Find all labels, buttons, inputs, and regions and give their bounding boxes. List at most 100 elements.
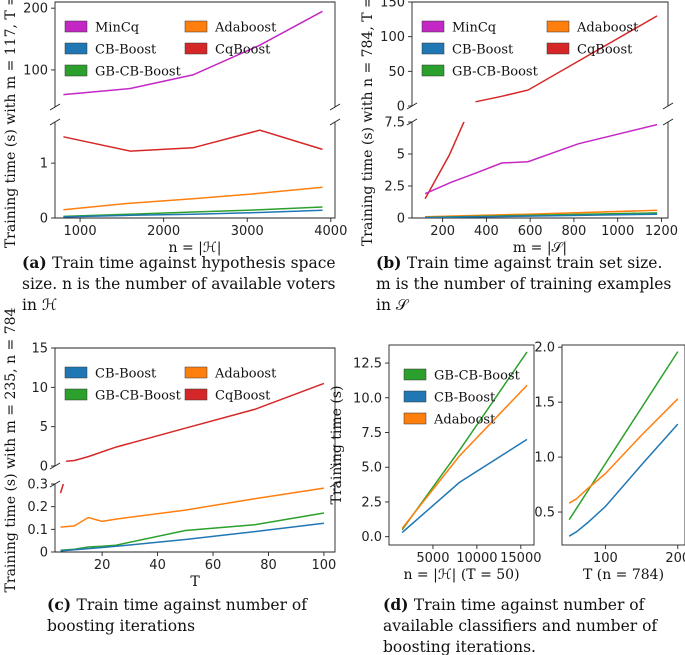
- series-line-gb-cb-boost-lower: [60, 512, 325, 551]
- x-tick-label: 200: [430, 224, 455, 239]
- upper-panel: [475, 15, 658, 103]
- legend-label-adaboost: Adaboost: [576, 21, 639, 36]
- caption-line: boosting iterations.: [383, 638, 536, 655]
- legend-swatch-cqboost: [546, 42, 570, 55]
- x-tick-label: 4000: [314, 224, 347, 239]
- y-axis-label: Training time (s) with m = 117, T = 50: [3, 0, 19, 248]
- chart-d2: 0.5 1.0 1.5 2.0 100 200T (n = 784): [534, 341, 685, 583]
- legend-label-mincq: MinCq: [95, 21, 139, 36]
- legend-label-cqboost: CqBoost: [215, 389, 271, 404]
- axis-break-mark: [662, 102, 674, 110]
- axis-break-mark: [329, 462, 341, 470]
- plot-frame: [388, 344, 535, 546]
- lower-panel-frame: [54, 122, 336, 219]
- axis-break-mark: [662, 118, 674, 126]
- y-tick-label: 50: [388, 65, 405, 80]
- plot-area: [568, 351, 679, 537]
- legend-swatch-gb-cb-boost: [403, 368, 427, 381]
- y-tick-label: 0.2: [27, 500, 48, 515]
- y-tick-label: 10: [31, 381, 48, 396]
- legend-swatch-gb-cb-boost: [64, 388, 88, 401]
- series-line-cqboost-lower: [59, 484, 65, 494]
- upper-panel: [66, 382, 325, 463]
- y-tick-label: 0: [397, 212, 405, 227]
- upper-panel: [63, 10, 323, 96]
- y-tick-label: 5: [397, 148, 405, 163]
- series-line-cqboost-lower: [63, 129, 323, 152]
- caption-line: in 𝒮: [376, 296, 410, 314]
- legend-swatch-adaboost: [403, 412, 427, 425]
- legend-swatch-mincq: [421, 20, 445, 33]
- series-line-cqboost-lower: [424, 122, 465, 200]
- axis-break-mark: [49, 118, 61, 126]
- legend-swatch-cqboost: [184, 388, 208, 401]
- plot-area: [401, 351, 528, 534]
- legend-swatch-cb-boost: [64, 42, 88, 55]
- y-tick-label: 100: [23, 63, 48, 78]
- lower-panel-frame: [411, 122, 669, 219]
- x-axis-label: T: [190, 574, 200, 590]
- legend-swatch-adaboost: [184, 366, 208, 379]
- legend-label-cb-boost: CB-Boost: [434, 391, 496, 406]
- caption-label: (a): [22, 253, 52, 272]
- legend-swatch-cb-boost: [403, 390, 427, 403]
- axis-break-mark: [49, 103, 61, 111]
- x-tick-label: 1000: [64, 224, 97, 239]
- legend-label-cb-boost: CB-Boost: [95, 43, 157, 58]
- legend-label-gb-cb-boost: GB-CB-Boost: [95, 65, 182, 80]
- x-tick-label: 5000: [416, 551, 449, 566]
- x-tick-label: 40: [149, 558, 166, 573]
- legend-label-gb-cb-boost: GB-CB-Boost: [434, 369, 521, 384]
- y-tick-label: 7.5: [384, 116, 405, 131]
- y-tick-label: 5.0: [361, 461, 382, 476]
- x-tick-label: 60: [205, 558, 222, 573]
- axis-break-mark: [329, 103, 341, 111]
- y-tick-label: 100: [380, 30, 405, 45]
- series-line-mincq-lower: [424, 123, 658, 195]
- legend-swatch-adaboost: [546, 20, 570, 33]
- series-line-cb-boost: [401, 438, 528, 534]
- caption-line: (c) Train time against number of: [47, 595, 308, 614]
- legend-label-gb-cb-boost: GB-CB-Boost: [452, 65, 539, 80]
- x-tick-label: 400: [474, 224, 499, 239]
- caption-line: m is the number of training examples: [376, 275, 671, 293]
- upper-panel-frame: [411, 1, 669, 106]
- legend-label-cb-boost: CB-Boost: [452, 43, 514, 58]
- y-tick-label: 0: [40, 212, 48, 227]
- legend-label-mincq: MinCq: [452, 21, 496, 36]
- y-tick-label: 7.5: [361, 426, 382, 441]
- legend-label-cqboost: CqBoost: [577, 43, 633, 58]
- x-axis-label: n = |ℋ| (T = 50): [403, 567, 519, 583]
- y-tick-label: 200: [23, 2, 48, 17]
- caption-line: (b) Train time against train set size.: [376, 253, 662, 272]
- y-tick-label: 2.0: [534, 341, 555, 356]
- y-axis-label: Training time (s) with n = 784, T = 50: [360, 0, 376, 246]
- y-tick-label: 10.0: [353, 391, 382, 406]
- axis-break-mark: [329, 118, 341, 126]
- legend-swatch-gb-cb-boost: [421, 64, 445, 77]
- y-tick-label: 0: [40, 460, 48, 475]
- caption-line: available classifiers and number of: [383, 617, 658, 635]
- lower-panel: [59, 484, 325, 552]
- legend-swatch-gb-cb-boost: [64, 64, 88, 77]
- x-tick-label: 800: [562, 224, 587, 239]
- plot-frame: [561, 344, 685, 546]
- caption-label: (c): [47, 595, 77, 614]
- series-line-adaboost-lower: [63, 186, 323, 211]
- lower-panel: [424, 122, 658, 218]
- caption-label: (b): [376, 253, 407, 272]
- upper-panel-frame: [54, 1, 336, 107]
- series-line-adaboost-lower: [60, 487, 325, 528]
- y-tick-label: 0: [40, 546, 48, 561]
- y-axis-label: Training time (s): [329, 386, 345, 505]
- y-tick-label: 0.5: [534, 506, 555, 521]
- caption-line: (d) Train time against number of: [383, 595, 646, 614]
- legend-label-adaboost: Adaboost: [214, 21, 277, 36]
- series-line-cb-boost-lower: [60, 522, 324, 552]
- x-tick-label: 100: [593, 551, 618, 566]
- x-tick-label: 2000: [147, 224, 180, 239]
- series-line-adaboost: [568, 398, 679, 504]
- caption-label: (d): [383, 595, 414, 614]
- x-tick-label: 80: [260, 558, 277, 573]
